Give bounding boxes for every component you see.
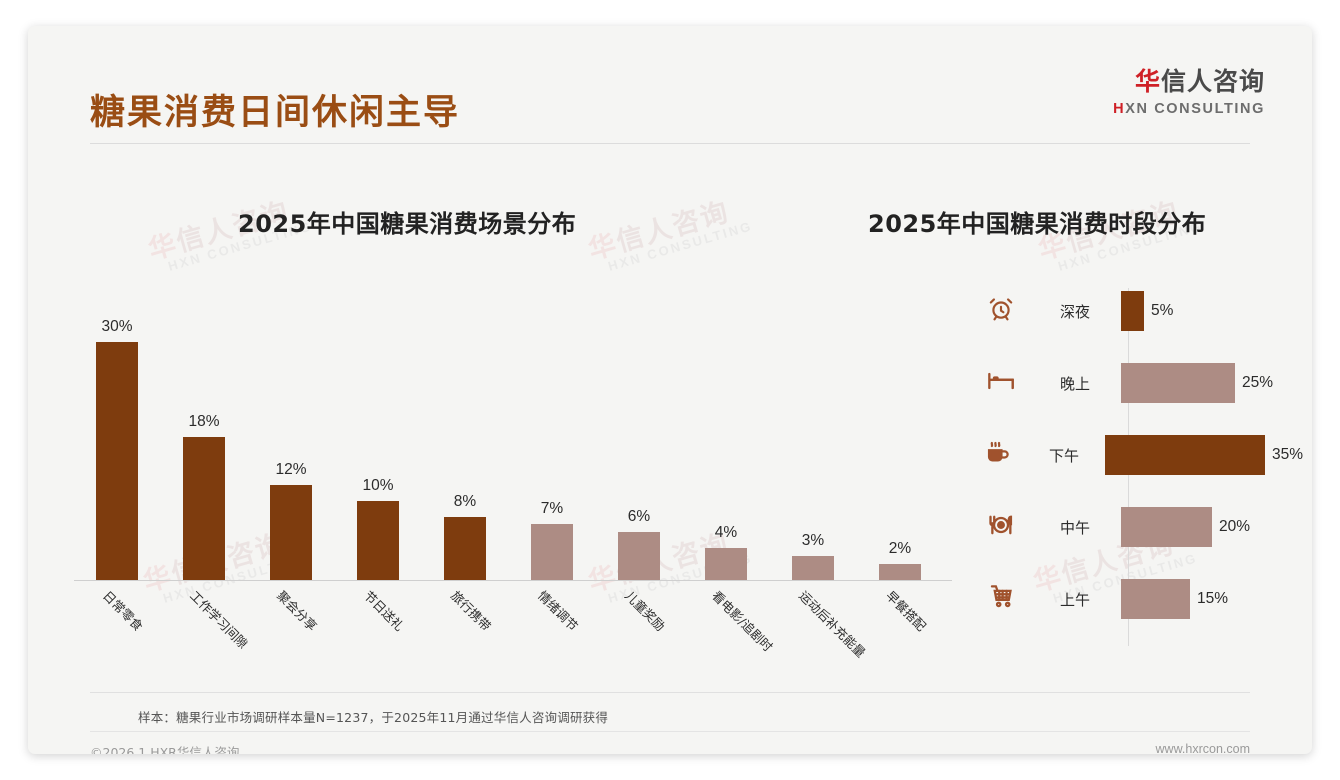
column-bar[interactable] <box>270 485 312 580</box>
column-value-label: 2% <box>888 540 912 557</box>
slide-header: 糖果消费日间休闲主导 华信人咨询 HXN CONSULTING <box>28 26 1312 144</box>
horizontal-bar[interactable] <box>1121 579 1190 619</box>
column-value-label: 3% <box>801 532 825 549</box>
bar-value-label: 35% <box>1271 446 1303 463</box>
logo-cn-text: 华信人咨询 <box>1113 62 1265 98</box>
column-bar[interactable] <box>96 342 138 580</box>
chart-baseline <box>74 580 952 581</box>
column-bar-group[interactable]: 7% 情绪调节 <box>531 500 581 634</box>
column-bar-group[interactable]: 18% 工作学习间隙 <box>183 413 251 652</box>
bar-value-label: 25% <box>1242 374 1274 391</box>
bed-icon <box>973 367 1029 400</box>
column-bar-group[interactable]: 2% 早餐搭配 <box>879 540 929 634</box>
bar-track: 35% <box>1104 432 1303 478</box>
bar-row[interactable]: 晚上 25% <box>973 360 1303 406</box>
coffee-cup-icon <box>973 439 1023 471</box>
bar-category-label: 上午 <box>1059 590 1090 609</box>
column-value-label: 6% <box>627 508 651 525</box>
column-value-label: 7% <box>540 500 564 517</box>
column-category-label: 看电影/追剧时 <box>709 587 776 655</box>
column-category-label: 早餐搭配 <box>883 587 930 634</box>
alarm-clock-icon <box>973 296 1029 327</box>
column-value-label: 10% <box>362 477 394 494</box>
logo-cn-rest: 信人咨询 <box>1160 67 1265 96</box>
company-logo: 华信人咨询 HXN CONSULTING <box>1113 62 1265 117</box>
column-bar-group[interactable]: 6% 儿童奖励 <box>618 508 668 634</box>
column-category-label: 情绪调节 <box>535 587 582 634</box>
bar-track: 20% <box>1121 504 1303 550</box>
horizontal-bar[interactable] <box>1121 363 1235 403</box>
logo-en-accent: H <box>1113 101 1126 117</box>
horizontal-bar[interactable] <box>1121 291 1144 331</box>
column-bar[interactable] <box>531 524 573 580</box>
bar-category-label: 中午 <box>1059 518 1090 537</box>
bar-row[interactable]: 上午 15% <box>973 576 1303 622</box>
bar-track: 5% <box>1121 288 1303 334</box>
logo-en-text: HXN CONSULTING <box>1113 101 1265 117</box>
bar-value-label: 15% <box>1197 590 1229 607</box>
column-value-label: 4% <box>714 524 738 541</box>
logo-en-rest: XN CONSULTING <box>1125 101 1265 117</box>
footnote-divider <box>90 692 1250 693</box>
bar-category-label: 下午 <box>1048 446 1079 465</box>
shopping-cart-icon <box>973 583 1029 615</box>
watermark-en: HXN CONSULTING <box>606 218 755 275</box>
bar-category-label: 晚上 <box>1059 374 1090 393</box>
watermark-accent: 华 <box>585 228 622 266</box>
watermark-accent: 华 <box>145 228 182 266</box>
column-category-label: 旅行携带 <box>448 587 495 634</box>
bar-chart-timeslot: 深夜 5% 晚上 25% 下午 35% 中午 20% 上午 15% <box>973 288 1303 648</box>
column-category-label: 儿童奖励 <box>622 587 669 634</box>
column-category-label: 节日送礼 <box>361 587 408 634</box>
horizontal-bar[interactable] <box>1104 435 1265 475</box>
column-value-label: 12% <box>275 461 307 478</box>
bar-track: 15% <box>1121 576 1303 622</box>
column-bar-group[interactable]: 4% 看电影/追剧时 <box>705 524 776 655</box>
column-category-label: 聚会分享 <box>274 587 321 634</box>
column-bar-group[interactable]: 3% 运动后补充能量 <box>792 532 869 660</box>
bar-value-label: 20% <box>1219 518 1251 535</box>
logo-cn-accent: 华 <box>1134 67 1161 96</box>
column-bar-group[interactable]: 8% 旅行携带 <box>444 493 494 634</box>
column-value-label: 8% <box>453 493 477 510</box>
footer-divider <box>90 731 1250 732</box>
column-category-label: 日常零食 <box>100 587 147 634</box>
column-category-label: 运动后补充能量 <box>796 587 869 661</box>
column-value-label: 30% <box>101 318 133 335</box>
slide-card: 华信人咨询 HXN CONSULTING 华信人咨询 HXN CONSULTIN… <box>28 26 1312 754</box>
bar-row[interactable]: 中午 20% <box>973 504 1303 550</box>
plate-cutlery-icon <box>973 511 1029 544</box>
header-divider <box>90 143 1250 144</box>
column-bar[interactable] <box>183 437 225 580</box>
column-bar[interactable] <box>879 564 921 580</box>
watermark-cn: 信人咨询 <box>612 196 733 258</box>
bar-category-label: 深夜 <box>1059 302 1090 321</box>
column-bar-group[interactable]: 30% 日常零食 <box>96 318 146 634</box>
column-chart-scene: 30% 日常零食 18% 工作学习间隙 12% 聚会分享 10% 节日送礼 8% 旅行携带 7% 情绪… <box>66 281 952 660</box>
bar-track: 25% <box>1121 360 1303 406</box>
horizontal-bar[interactable] <box>1121 507 1212 547</box>
bar-row[interactable]: 下午 35% <box>973 432 1303 478</box>
watermark: 华信人咨询 HXN CONSULTING <box>585 192 754 277</box>
chart-title-scene: 2025年中国糖果消费场景分布 <box>238 210 577 238</box>
column-bar[interactable] <box>444 517 486 580</box>
page-title: 糖果消费日间休闲主导 <box>90 93 461 133</box>
column-bar[interactable] <box>357 501 399 580</box>
column-bar[interactable] <box>618 532 660 580</box>
column-bar-group[interactable]: 12% 聚会分享 <box>270 461 320 634</box>
column-bar[interactable] <box>705 548 747 580</box>
footnote: 样本：糖果行业市场调研样本量N=1237，于2025年11月通过华信人咨询调研获… <box>138 710 609 725</box>
bar-value-label: 5% <box>1151 302 1174 319</box>
column-bar[interactable] <box>792 556 834 580</box>
footer-copyright: ©2026.1 HXR华信人咨询 <box>90 745 240 754</box>
bar-row[interactable]: 深夜 5% <box>973 288 1303 334</box>
column-category-label: 工作学习间隙 <box>187 587 251 652</box>
chart-title-timeslot: 2025年中国糖果消费时段分布 <box>868 210 1207 238</box>
column-value-label: 18% <box>188 413 220 430</box>
column-bar-group[interactable]: 10% 节日送礼 <box>357 477 407 634</box>
footer-website[interactable]: www.hxrcon.com <box>1155 742 1250 754</box>
